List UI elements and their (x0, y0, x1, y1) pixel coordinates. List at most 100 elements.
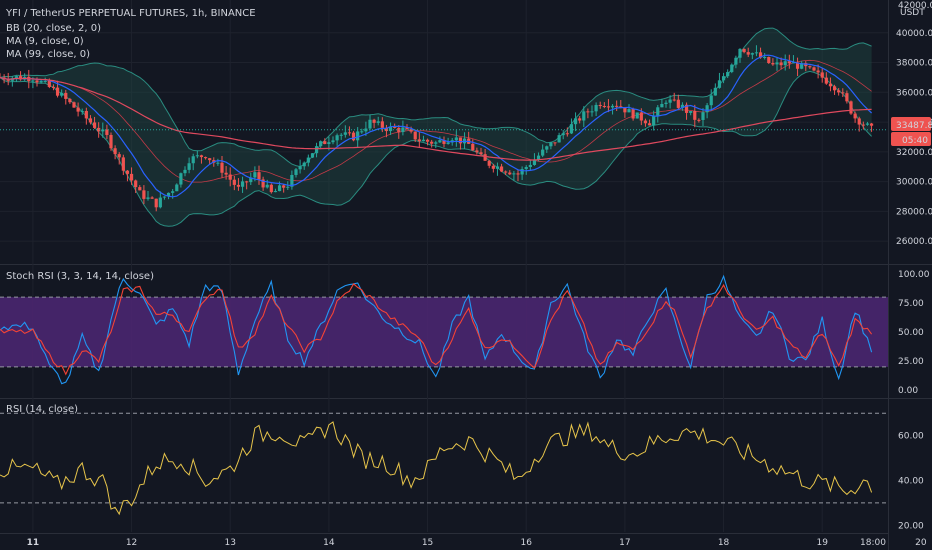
candle-body[interactable] (253, 172, 257, 178)
candle-body[interactable] (232, 179, 236, 185)
candle-body[interactable] (508, 172, 512, 175)
candle-body[interactable] (302, 162, 306, 167)
candle-body[interactable] (767, 56, 771, 64)
candle-body[interactable] (162, 196, 167, 198)
candle-body[interactable] (791, 62, 796, 64)
candle-body[interactable] (557, 135, 561, 143)
candle-body[interactable] (758, 52, 763, 58)
candle-body[interactable] (113, 148, 117, 155)
candle-body[interactable] (771, 63, 775, 65)
candle-body[interactable] (487, 160, 491, 166)
candle-body[interactable] (713, 87, 717, 96)
candle-body[interactable] (323, 141, 327, 145)
candle-body[interactable] (142, 190, 146, 199)
candle-body[interactable] (335, 135, 339, 141)
candle-body[interactable] (475, 150, 479, 153)
candle-body[interactable] (775, 62, 779, 65)
candle-body[interactable] (491, 165, 495, 169)
candle-body[interactable] (689, 111, 693, 113)
candle-body[interactable] (635, 112, 639, 119)
candle-body[interactable] (203, 157, 208, 159)
candle-body[interactable] (150, 197, 154, 199)
candle-body[interactable] (656, 107, 660, 116)
candle-body[interactable] (541, 149, 545, 156)
candle-body[interactable] (343, 132, 347, 135)
bb-basis-line[interactable] (0, 59, 872, 183)
candle-body[interactable] (471, 143, 475, 151)
candle-body[interactable] (545, 146, 549, 150)
candle-body[interactable] (623, 107, 627, 113)
candle-body[interactable] (380, 121, 384, 128)
candle-body[interactable] (191, 156, 195, 164)
candle-body[interactable] (88, 118, 93, 123)
candle-body[interactable] (738, 48, 742, 58)
bb-legend[interactable]: BB (20, close, 2, 0) (6, 23, 101, 34)
candle-body[interactable] (668, 99, 672, 103)
candle-body[interactable] (257, 172, 261, 180)
candle-body[interactable] (351, 132, 356, 141)
rsi-legend[interactable]: RSI (14, close) (6, 404, 78, 415)
candle-body[interactable] (393, 126, 397, 128)
candle-body[interactable] (631, 109, 635, 119)
candle-body[interactable] (721, 76, 726, 81)
candle-body[interactable] (512, 173, 516, 175)
candle-body[interactable] (549, 142, 553, 147)
candle-body[interactable] (290, 174, 294, 187)
candle-body[interactable] (60, 92, 64, 96)
ma99-legend[interactable]: MA (99, close, 0) (6, 49, 90, 60)
candle-body[interactable] (129, 173, 134, 181)
candle-body[interactable] (195, 155, 199, 157)
candle-body[interactable] (105, 129, 109, 135)
candle-body[interactable] (166, 192, 171, 197)
currency-label[interactable]: USDT (900, 8, 925, 18)
ma9-legend[interactable]: MA (9, close, 0) (6, 36, 84, 47)
candle-body[interactable] (586, 111, 590, 113)
candle-body[interactable] (652, 115, 656, 126)
symbol-title[interactable]: YFI / TetherUS PERPETUAL FUTURES, 1h, BI… (5, 8, 256, 19)
candle-body[interactable] (680, 104, 685, 108)
candle-body[interactable] (64, 92, 68, 99)
candle-body[interactable] (76, 107, 80, 112)
rsi-line[interactable] (0, 421, 873, 516)
candle-body[interactable] (849, 101, 853, 114)
candle-body[interactable] (425, 139, 430, 142)
candle-body[interactable] (536, 155, 541, 160)
candle-body[interactable] (92, 122, 97, 128)
candle-body[interactable] (55, 87, 60, 96)
candle-body[interactable] (356, 131, 360, 141)
candle-body[interactable] (746, 52, 750, 55)
candle-body[interactable] (841, 92, 845, 94)
candle-body[interactable] (43, 80, 47, 82)
candle-body[interactable] (561, 133, 565, 136)
candle-body[interactable] (319, 141, 323, 147)
candle-body[interactable] (372, 119, 376, 123)
candle-body[interactable] (121, 157, 125, 171)
candle-body[interactable] (224, 172, 228, 175)
candle-body[interactable] (269, 184, 273, 193)
candle-body[interactable] (265, 184, 269, 188)
candle-body[interactable] (175, 184, 179, 192)
candle-body[interactable] (430, 141, 434, 144)
candle-body[interactable] (18, 76, 23, 80)
candle-body[interactable] (812, 67, 816, 71)
candle-body[interactable] (72, 102, 76, 108)
candle-body[interactable] (578, 118, 582, 121)
candle-body[interactable] (832, 86, 837, 91)
candle-body[interactable] (684, 104, 689, 113)
candle-body[interactable] (693, 111, 697, 120)
candle-body[interactable] (442, 140, 446, 144)
candle-body[interactable] (643, 120, 648, 124)
candle-body[interactable] (598, 104, 602, 106)
candle-body[interactable] (742, 48, 746, 53)
candle-body[interactable] (569, 124, 574, 134)
candle-body[interactable] (228, 174, 232, 180)
candle-body[interactable] (31, 80, 35, 82)
candle-body[interactable] (857, 118, 861, 125)
candle-body[interactable] (14, 76, 19, 79)
candle-body[interactable] (763, 56, 767, 58)
candle-body[interactable] (701, 112, 705, 120)
candle-body[interactable] (154, 198, 158, 208)
candle-body[interactable] (660, 103, 664, 108)
candle-body[interactable] (454, 137, 458, 141)
candle-body[interactable] (697, 119, 701, 121)
